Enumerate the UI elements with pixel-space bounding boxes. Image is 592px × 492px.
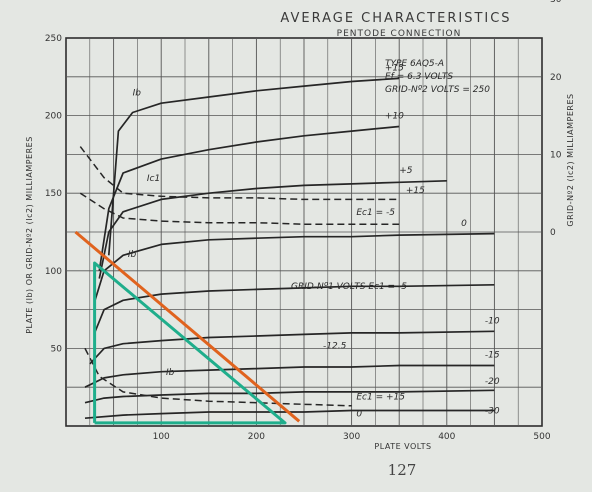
series-label: Ec1 = -5 <box>356 208 395 218</box>
series-label: -30 <box>485 407 500 417</box>
grid <box>65 37 543 427</box>
x-tick-label: 400 <box>438 432 455 442</box>
y-tick-label: 150 <box>45 189 62 199</box>
series-label: Ec1 = +15 <box>356 393 405 403</box>
info-type: TYPE 6AQ5-A <box>385 59 444 69</box>
series-label: -10 <box>485 317 500 327</box>
x-tick-label: 200 <box>248 432 265 442</box>
series-label: Ib <box>133 88 142 98</box>
plate-curve <box>98 179 447 279</box>
series-label: +15 <box>385 64 404 74</box>
series-label: -15 <box>485 351 500 361</box>
y2-tick-label: 30 <box>550 0 562 5</box>
green-overlay-line <box>93 261 287 425</box>
ic2-curve <box>79 146 400 201</box>
ticks: 100 200 300 400 500 50 100 150 200 250 0 10 20 30 <box>45 0 562 442</box>
plate-curve <box>84 409 495 420</box>
y2-tick-label: 10 <box>550 150 562 160</box>
plate-curve <box>89 330 495 365</box>
y-tick-label: 250 <box>45 34 62 44</box>
y2-tick-label: 0 <box>550 228 556 238</box>
series-label: Ib <box>166 368 175 378</box>
page-number: 127 <box>388 461 417 479</box>
x-tick-label: 100 <box>153 432 170 442</box>
series-label: +10 <box>385 112 404 122</box>
series-label: 0 <box>461 219 467 229</box>
x-tick-label: 500 <box>533 432 550 442</box>
series-label: -12.5 <box>323 341 347 351</box>
y-tick-label: 200 <box>45 112 62 122</box>
series-label: Ic1 <box>147 174 160 184</box>
chart-subtitle: PENTODE CONNECTION <box>337 29 462 39</box>
info-grid2: GRID-Nº2 VOLTS = 250 <box>385 85 490 95</box>
y-axis-label: PLATE (Ib) OR GRID-Nº2 (Ic2) MILLIAMPERE… <box>25 136 34 334</box>
family-label: GRID-Nº1 VOLTS Ec1 = -5 <box>291 282 407 292</box>
info-filament: Ef = 6.3 VOLTS <box>385 72 453 82</box>
plate-curve <box>98 125 400 271</box>
series-label: -20 <box>485 377 500 387</box>
x-axis-label: PLATE VOLTS <box>374 442 431 451</box>
series <box>79 77 495 420</box>
plate-curve <box>84 364 495 388</box>
y-tick-label: 50 <box>51 344 63 354</box>
orange-overlay-line <box>74 230 301 423</box>
series-label: Ib <box>128 250 137 260</box>
plate-curve <box>93 283 495 334</box>
ic2-curve <box>84 348 352 407</box>
y2-tick-label: 20 <box>550 73 562 83</box>
ic2-curve <box>79 192 400 225</box>
x-tick-label: 300 <box>343 432 360 442</box>
plate-curve <box>84 389 495 404</box>
series-labels: +15 +10 +5 +15 0 -10 -15 -12.5 -20 -30 Ec1 = -5 Ec1… <box>128 64 500 420</box>
overlays <box>74 230 301 425</box>
y-tick-label: 100 <box>45 267 62 277</box>
series-label: +5 <box>399 166 413 176</box>
plate-curve <box>107 77 400 256</box>
chart-title: AVERAGE CHARACTERISTICS <box>280 11 511 26</box>
series-label: 0 <box>356 410 362 420</box>
y2-axis-label: GRID-Nº2 (Ic2) MILLIAMPERES <box>566 93 575 226</box>
series-label: +15 <box>406 186 425 196</box>
